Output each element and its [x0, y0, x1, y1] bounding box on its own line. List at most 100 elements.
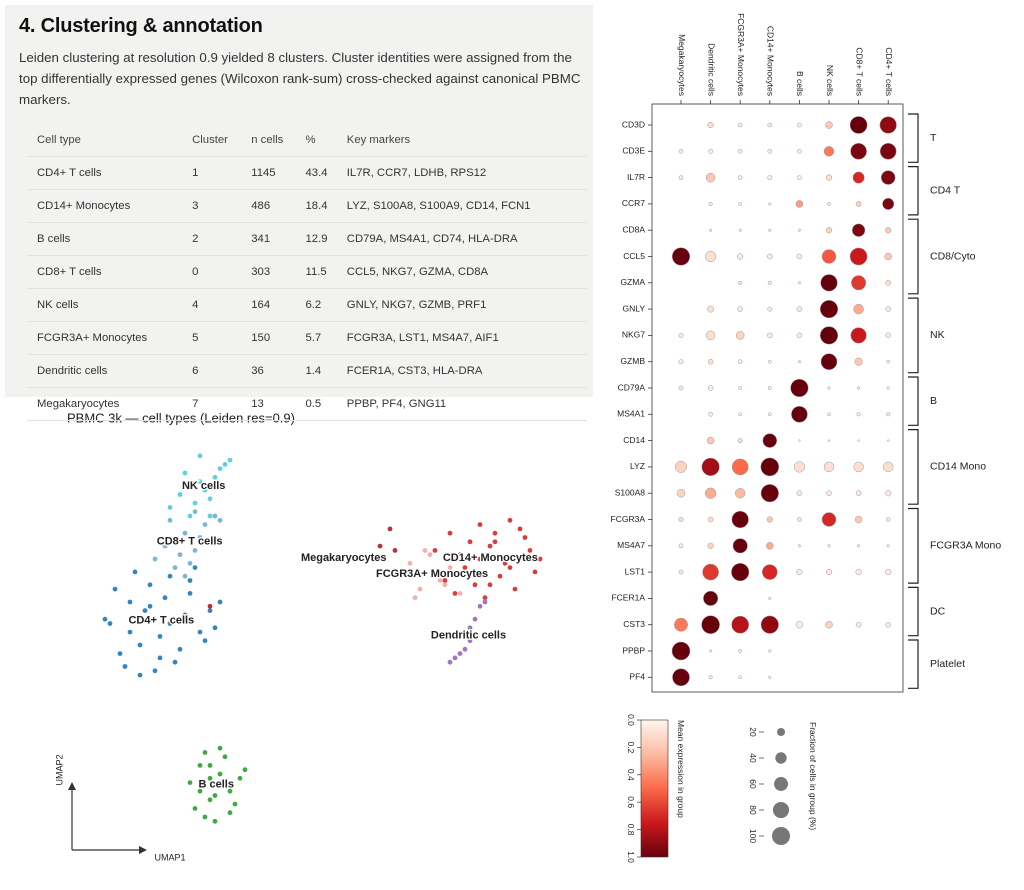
- dot: [731, 615, 749, 634]
- dot: [737, 175, 743, 180]
- point: [422, 548, 428, 553]
- dot: [885, 306, 891, 312]
- column-label: NK cells: [825, 65, 835, 96]
- point: [207, 797, 213, 803]
- dot: [768, 202, 772, 206]
- point: [432, 569, 438, 575]
- arrow-head: [68, 782, 76, 790]
- cluster-label: FCGR3A+ Monocytes: [376, 568, 488, 580]
- group-bracket: [908, 113, 919, 163]
- row-label: MS4A1: [617, 409, 645, 419]
- x-axis-label: UMAP1: [154, 852, 185, 862]
- dot: [879, 116, 897, 134]
- dot: [678, 517, 684, 522]
- table-row: B cells 2 341 12.9 CD79A, MS4A1, CD74, HLA-D…: [27, 222, 587, 256]
- point: [187, 591, 193, 596]
- point: [217, 517, 223, 523]
- dot: [708, 148, 714, 154]
- table-row: Megakaryocytes 7 13 0.5 PPBP, PF4, GNG11: [27, 387, 587, 421]
- row-label: CST3: [623, 619, 645, 629]
- point: [192, 500, 198, 506]
- point: [242, 767, 248, 773]
- dot: [827, 202, 831, 206]
- table-cell: FCGR3A+ Monocytes: [27, 321, 183, 355]
- point: [127, 599, 133, 605]
- point: [532, 569, 538, 575]
- dot: [821, 249, 837, 264]
- dot: [707, 542, 714, 549]
- table-cell: FCGR3A, LST1, MS4A7, AIF1: [336, 321, 587, 355]
- dot: [825, 174, 833, 181]
- table-cell: 5.7: [295, 321, 337, 355]
- table-row: CD8+ T cells 0 303 11.5 CCL5, NKG7, GZMA, CD…: [27, 255, 587, 289]
- table-cell: CD8+ T cells: [27, 255, 183, 289]
- dot: [737, 438, 743, 444]
- dot: [708, 675, 713, 680]
- dot: [855, 569, 862, 576]
- group-label: CD14 Mono: [930, 461, 986, 473]
- dot: [797, 228, 801, 232]
- dot: [821, 512, 837, 527]
- point: [472, 582, 478, 588]
- dot: [678, 569, 684, 575]
- dot: [855, 201, 862, 207]
- size-legend-dot: [774, 777, 788, 791]
- row-label: CD8A: [622, 224, 645, 234]
- dot: [709, 228, 713, 232]
- row-label: CD3E: [622, 146, 645, 156]
- dot: [798, 439, 801, 442]
- table-cell: 0: [182, 255, 242, 289]
- point: [537, 556, 543, 562]
- table-cell: 1: [182, 156, 242, 190]
- dot: [767, 175, 773, 181]
- point: [467, 539, 473, 545]
- point: [207, 763, 213, 768]
- dot: [885, 569, 892, 576]
- dot: [705, 330, 716, 341]
- point: [392, 548, 398, 553]
- point: [212, 625, 218, 631]
- dot: [879, 143, 897, 160]
- dot: [738, 675, 743, 680]
- dot: [731, 563, 750, 582]
- point: [497, 573, 503, 579]
- point: [527, 548, 533, 553]
- table-cell: Megakaryocytes: [27, 387, 183, 421]
- size-legend-label: 20: [748, 727, 758, 737]
- point: [227, 457, 233, 463]
- dot: [674, 617, 688, 632]
- dot: [797, 281, 801, 285]
- point: [207, 539, 213, 545]
- point: [142, 608, 148, 613]
- column-header: Cluster: [182, 124, 242, 157]
- group-bracket: [908, 166, 919, 216]
- dot: [855, 490, 862, 496]
- table-cell: 1.4: [295, 354, 337, 388]
- cluster-label: CD8+ T cells: [157, 535, 223, 547]
- dot: [884, 252, 892, 261]
- size-legend-label: 60: [748, 779, 758, 789]
- dot: [852, 171, 865, 184]
- table-cell: 303: [241, 255, 296, 289]
- table-cell: 4: [182, 288, 242, 322]
- point: [187, 560, 193, 566]
- dot: [883, 461, 894, 473]
- point: [217, 483, 223, 489]
- point: [407, 560, 413, 566]
- dot: [797, 149, 802, 154]
- dot: [768, 228, 772, 232]
- table-cell: 7: [182, 387, 242, 421]
- point: [147, 603, 153, 609]
- plot-frame: [651, 103, 904, 693]
- point: [397, 573, 403, 579]
- size-legend-title: Fraction of cells in group (%): [808, 722, 818, 830]
- table-cell: CCL5, NKG7, GZMA, CD8A: [336, 255, 587, 289]
- size-legend-label: 40: [748, 753, 758, 763]
- table-cell: 18.4: [295, 189, 337, 223]
- dot: [735, 488, 746, 499]
- point: [487, 543, 493, 549]
- point: [177, 646, 183, 652]
- point: [197, 629, 203, 635]
- point: [482, 599, 488, 605]
